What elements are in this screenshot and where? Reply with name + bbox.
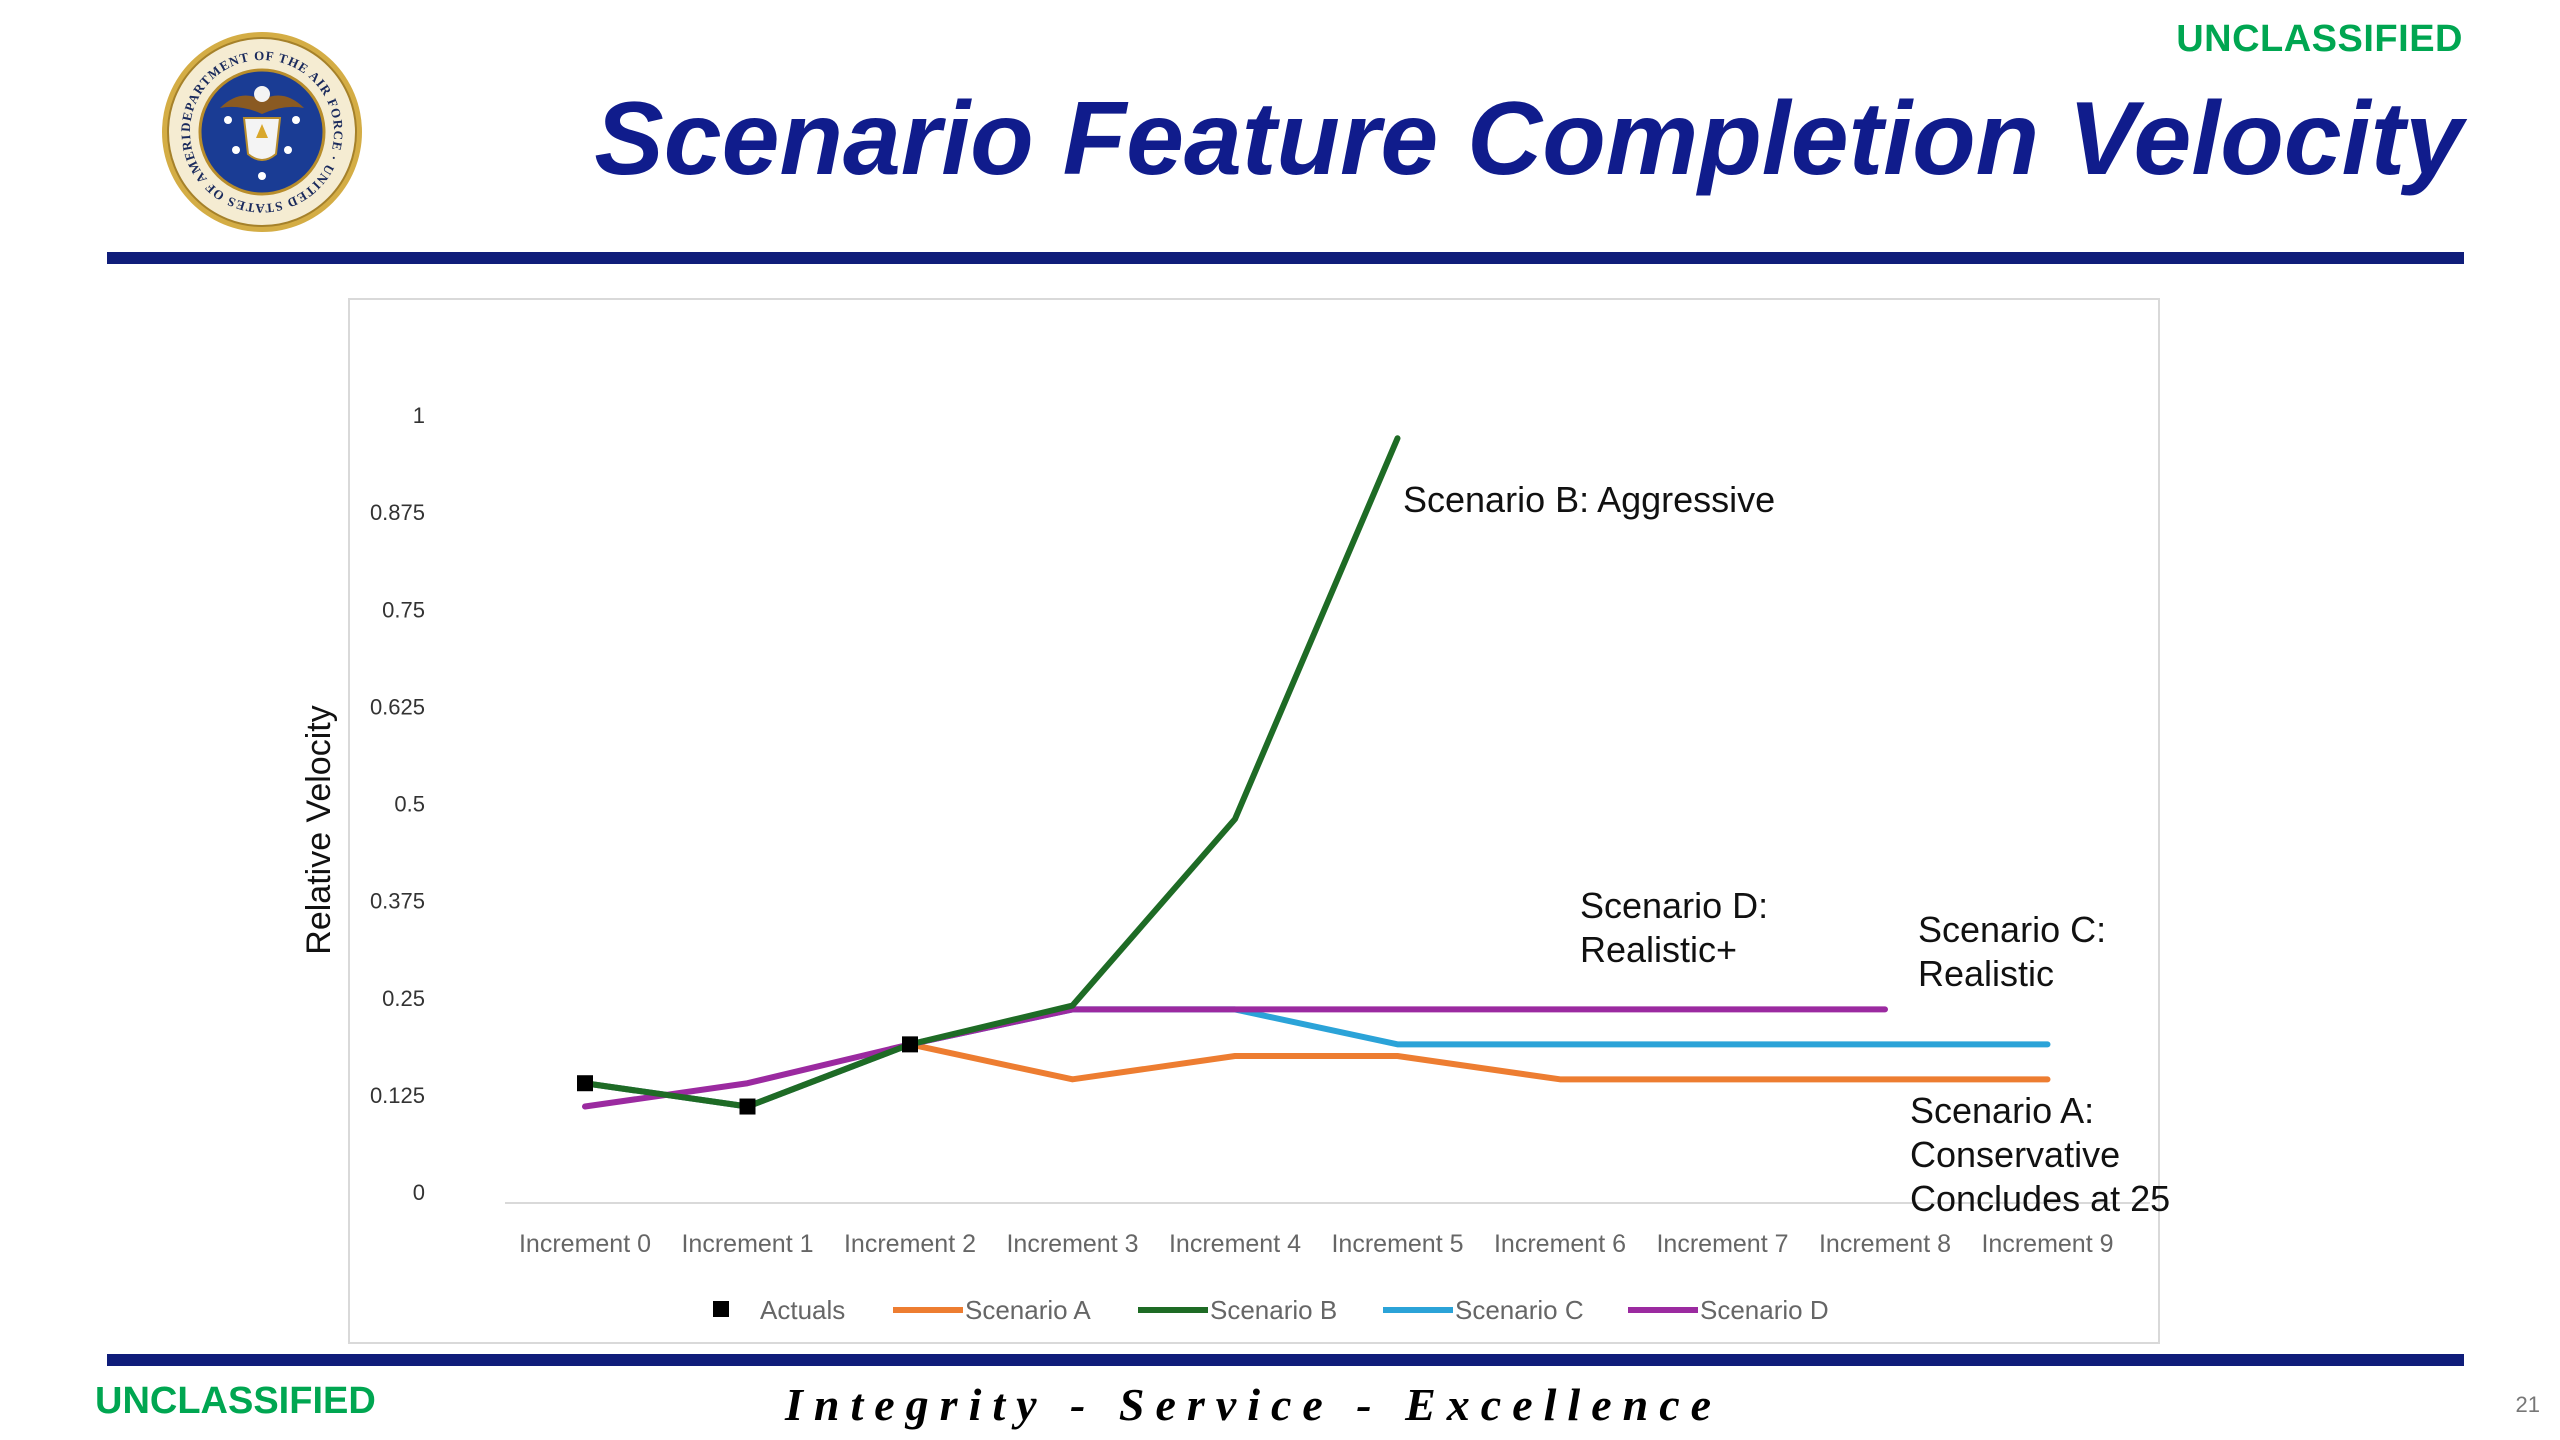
x-tick-label: Increment 0 xyxy=(519,1230,651,1258)
y-tick-label: 0.625 xyxy=(370,694,425,719)
x-tick-label: Increment 5 xyxy=(1331,1230,1463,1258)
legend-label-actuals: Actuals xyxy=(760,1295,845,1325)
classification-banner-top: UNCLASSIFIED xyxy=(2176,18,2463,60)
y-tick-label: 0.375 xyxy=(370,889,425,914)
legend-label-scenario-c: Scenario C xyxy=(1455,1295,1584,1325)
x-tick-label: Increment 1 xyxy=(681,1230,813,1258)
y-axis-label: Relative Velocity xyxy=(300,705,338,954)
annotation-scenario-d: Scenario D: Realistic+ xyxy=(1580,885,1768,970)
legend-marker-actuals xyxy=(713,1301,729,1317)
series-line-scenario-b xyxy=(582,435,1401,1110)
page-number: 21 xyxy=(2515,1392,2540,1417)
chart-frame xyxy=(348,298,2160,1344)
annotation-scenario-b-line: Scenario B: Aggressive xyxy=(1403,479,1775,520)
y-tick-label: 0.75 xyxy=(382,597,425,622)
annotation-scenario-a-line: Concludes at 25 xyxy=(1910,1178,2170,1219)
x-tick-label: Increment 2 xyxy=(844,1230,976,1258)
legend-label-scenario-b: Scenario B xyxy=(1210,1295,1337,1325)
x-tick-label: Increment 9 xyxy=(1981,1230,2113,1258)
legend-label-scenario-d: Scenario D xyxy=(1700,1295,1829,1325)
series-line-scenario-a xyxy=(582,1041,2051,1110)
series-line-scenario-d xyxy=(582,1006,1888,1110)
actuals-marker xyxy=(577,1075,593,1092)
department-of-the-air-force-seal-icon: DEPARTMENT OF THE AIR FORCE · UNITED STA… xyxy=(153,18,362,232)
air-force-seal: DEPARTMENT OF THE AIR FORCE · UNITED STA… xyxy=(153,18,364,234)
actuals-marker xyxy=(739,1098,756,1115)
y-tick-label: 0.125 xyxy=(370,1083,425,1108)
page-title: Scenario Feature Completion Velocity xyxy=(594,81,2463,197)
legend-label-scenario-a: Scenario A xyxy=(965,1295,1091,1325)
x-tick-label: Increment 4 xyxy=(1169,1230,1301,1258)
y-tick-label: 1 xyxy=(413,403,425,428)
annotation-scenario-d-line: Scenario D: xyxy=(1580,885,1768,926)
x-tick-label: Increment 6 xyxy=(1494,1230,1626,1258)
y-tick-label: 0 xyxy=(413,1180,425,1205)
classification-banner-bottom: UNCLASSIFIED xyxy=(95,1380,376,1422)
y-tick-label: 0.5 xyxy=(394,792,425,817)
y-tick-label: 0.875 xyxy=(370,500,425,525)
annotation-scenario-c: Scenario C: Realistic xyxy=(1918,909,2106,994)
x-tick-label: Increment 8 xyxy=(1819,1230,1951,1258)
annotation-scenario-c-line: Scenario C: xyxy=(1918,909,2106,950)
header-divider xyxy=(107,252,2464,264)
annotation-scenario-a: Scenario A: Conservative Concludes at 25 xyxy=(1910,1090,2170,1219)
annotation-scenario-d-line: Realistic+ xyxy=(1580,929,1737,970)
x-tick-label: Increment 3 xyxy=(1006,1230,1138,1258)
footer-motto: Integrity - Service - Excellence xyxy=(785,1379,1723,1430)
annotation-scenario-a-line: Scenario A: xyxy=(1910,1090,2094,1131)
y-tick-label: 0.25 xyxy=(382,986,425,1011)
x-tick-label: Increment 7 xyxy=(1656,1230,1788,1258)
actuals-marker xyxy=(902,1036,918,1053)
annotation-scenario-b: Scenario B: Aggressive xyxy=(1403,479,1775,520)
footer-divider xyxy=(107,1354,2464,1366)
annotation-scenario-a-line: Conservative xyxy=(1910,1134,2120,1175)
annotation-scenario-c-line: Realistic xyxy=(1918,953,2054,994)
